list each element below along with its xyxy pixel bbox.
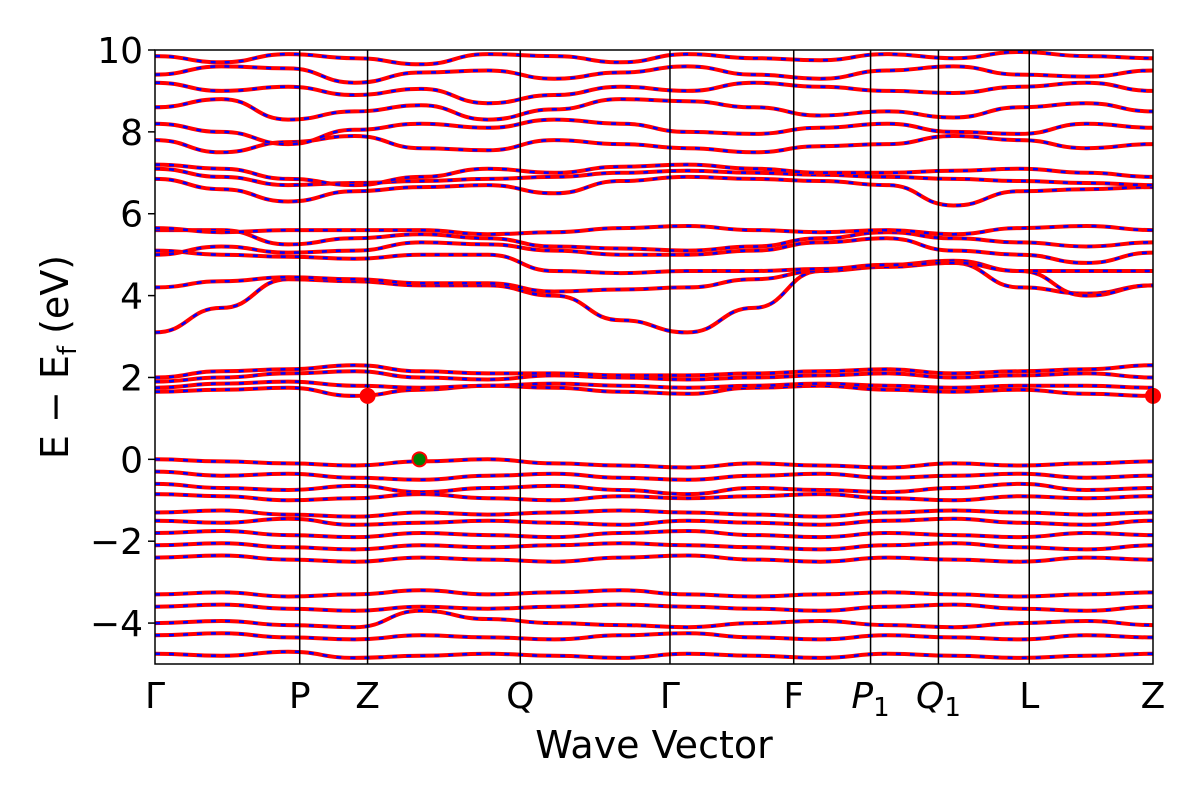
band-line-spin-up xyxy=(155,457,1153,470)
band-line-spin-up xyxy=(155,379,1153,390)
x-tick-label: Z xyxy=(1141,676,1166,717)
band-line-spin-down xyxy=(155,261,1153,334)
band-line-spin-up xyxy=(155,649,1153,660)
x-axis-label: Wave Vector xyxy=(535,723,773,767)
band-line-spin-down xyxy=(155,118,1153,146)
y-tick-label: 2 xyxy=(120,358,143,399)
band-line-spin-up xyxy=(155,481,1153,497)
band-line-spin-up xyxy=(155,528,1153,540)
y-tick-label: 4 xyxy=(120,277,143,318)
band-line-spin-down xyxy=(155,81,1153,105)
x-tick-label: P xyxy=(289,676,311,717)
x-tick-label: Γ xyxy=(145,676,165,717)
band-line-spin-up xyxy=(155,166,1153,188)
band-line-spin-up xyxy=(155,248,1153,276)
band-line-spin-up xyxy=(155,602,1153,613)
band-line-spin-down xyxy=(155,175,1153,207)
x-tick-label: Q xyxy=(506,676,534,717)
y-tick-label: 0 xyxy=(120,440,143,481)
y-tick-label: −2 xyxy=(90,522,143,563)
band-line-spin-up xyxy=(155,383,1153,398)
x-tick-label: L xyxy=(1019,676,1039,717)
y-axis-label: E − Ef (eV) xyxy=(33,255,83,459)
band-line-spin-up xyxy=(155,162,1153,188)
y-tick-label: −4 xyxy=(90,604,143,645)
band-line-spin-up xyxy=(155,258,1153,298)
band-line-spin-up xyxy=(155,553,1153,564)
band-line-spin-up xyxy=(155,97,1153,122)
band-edge-markers xyxy=(359,387,1161,468)
band-line-spin-up xyxy=(155,508,1153,519)
band-line-spin-up xyxy=(155,588,1153,599)
band-line-spin-up xyxy=(155,492,1153,503)
y-axis-label-main: E − E xyxy=(33,355,77,459)
x-tick-label: Q1 xyxy=(916,676,961,723)
band-line-spin-up xyxy=(155,631,1153,642)
vbm-marker xyxy=(411,451,428,468)
band-line-spin-up xyxy=(155,541,1153,552)
x-tick-label: F xyxy=(783,676,804,717)
band-line-spin-up xyxy=(155,236,1153,265)
plot-frame xyxy=(154,49,1154,665)
band-line-spin-up xyxy=(155,363,1153,380)
x-tick-label: P1 xyxy=(851,676,889,723)
band-line-spin-up xyxy=(155,228,1153,253)
y-tick-label: 8 xyxy=(120,113,143,154)
band-line-spin-up xyxy=(155,223,1153,237)
y-axis-label-unit: (eV) xyxy=(33,255,77,346)
x-tick-label: Z xyxy=(355,676,380,717)
x-axis-ticks: Γ P Z Q Γ F P1 Q1 L Z xyxy=(145,676,1165,723)
y-axis-ticks: −4 −2 0 2 4 6 8 10 xyxy=(90,31,155,645)
x-tick-label: Γ xyxy=(660,676,680,717)
cbm-marker xyxy=(359,387,376,404)
y-axis-label-sub: f xyxy=(53,345,83,355)
band-line-spin-down xyxy=(155,97,1153,121)
y-tick-label: 10 xyxy=(97,31,143,72)
band-line-spin-up xyxy=(155,50,1153,67)
band-line-spin-up xyxy=(155,469,1153,482)
band-line-spin-up xyxy=(155,608,1153,630)
band-line-spin-down xyxy=(155,65,1153,84)
band-line-spin-up xyxy=(155,369,1153,384)
band-line-spin-up xyxy=(155,516,1153,527)
band-lines xyxy=(155,50,1153,660)
band-line-spin-down xyxy=(155,228,1153,252)
y-tick-label: 6 xyxy=(120,195,143,236)
kpoint-lines xyxy=(298,50,1030,664)
